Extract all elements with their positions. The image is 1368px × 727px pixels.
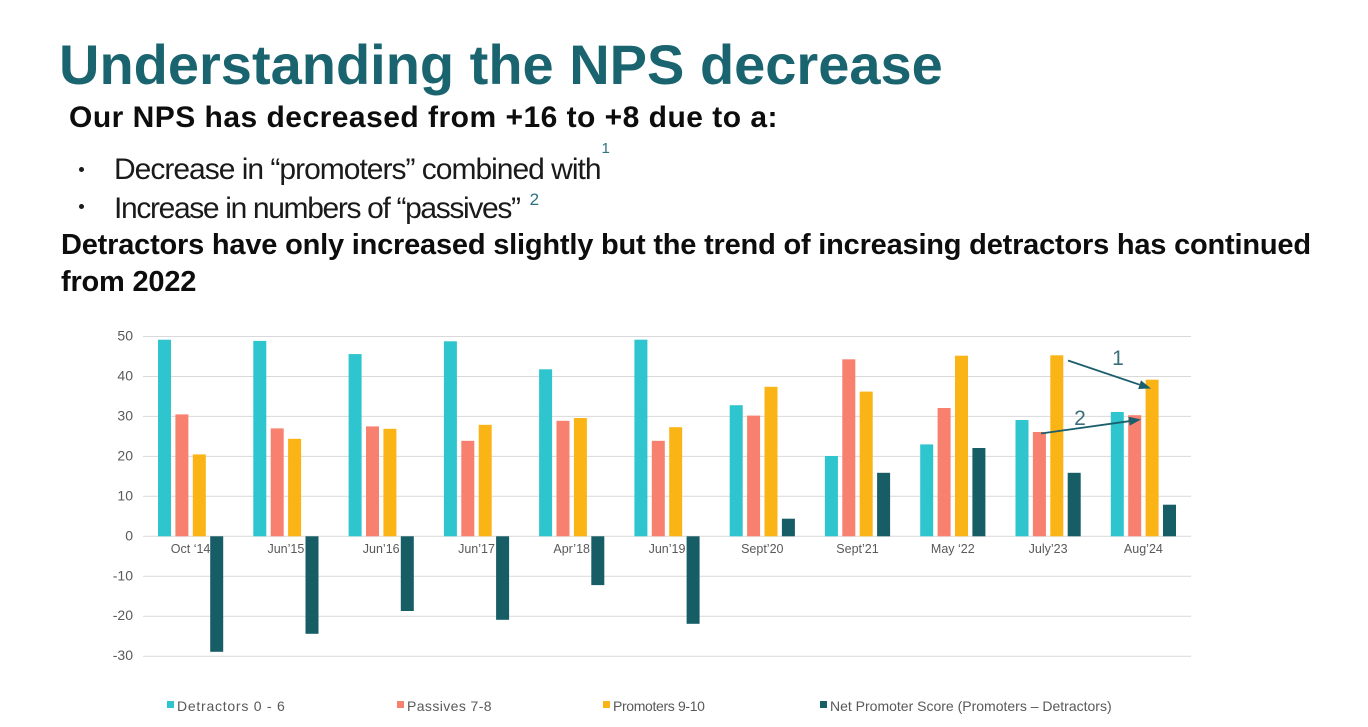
svg-text:Net Promoter Score (Promoters: Net Promoter Score (Promoters – Detracto… (830, 698, 1112, 714)
svg-text:Oct ‘14: Oct ‘14 (171, 542, 211, 556)
svg-text:20: 20 (117, 447, 133, 463)
svg-text:2: 2 (1074, 407, 1086, 430)
svg-text:50: 50 (117, 328, 133, 344)
svg-text:0: 0 (125, 527, 133, 543)
svg-text:1: 1 (1112, 347, 1124, 370)
svg-text:Jun’15: Jun’15 (267, 542, 304, 556)
svg-text:Passives 7-8: Passives 7-8 (407, 698, 492, 714)
svg-text:-30: -30 (113, 647, 133, 663)
svg-text:Sept’20: Sept’20 (741, 542, 783, 556)
svg-text:Aug’24: Aug’24 (1124, 542, 1163, 556)
svg-text:-20: -20 (113, 607, 133, 623)
svg-text:Jun’16: Jun’16 (363, 542, 400, 556)
svg-text:Promoters 9-10: Promoters 9-10 (613, 698, 705, 714)
svg-text:30: 30 (117, 407, 133, 423)
svg-text:Sept’21: Sept’21 (836, 542, 878, 556)
svg-text:Jun’19: Jun’19 (649, 542, 686, 556)
svg-text:Detractors 0 - 6: Detractors 0 - 6 (177, 698, 285, 714)
svg-text:-10: -10 (113, 567, 133, 583)
svg-text:10: 10 (117, 487, 133, 503)
svg-text:Apr’18: Apr’18 (553, 542, 590, 556)
svg-text:July’23: July’23 (1029, 542, 1068, 556)
svg-text:May ‘22: May ‘22 (931, 542, 975, 556)
svg-text:Jun’17: Jun’17 (458, 542, 495, 556)
svg-text:40: 40 (117, 368, 133, 384)
